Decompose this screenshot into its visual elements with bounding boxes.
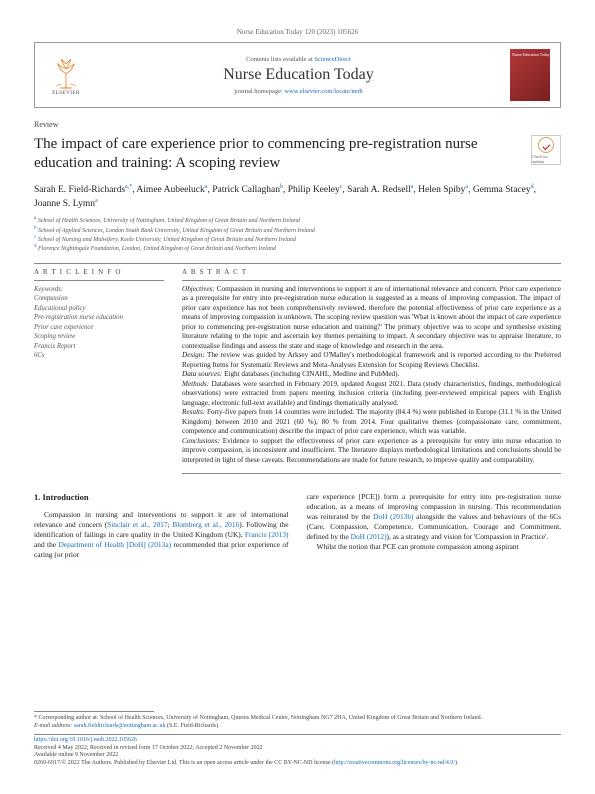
email-suffix: (S.E. Field-Richards).	[165, 723, 219, 729]
cover-label: Nurse Education Today	[512, 53, 550, 57]
divider	[182, 280, 561, 281]
footer: * Corresponding author at: School of Hea…	[34, 708, 561, 768]
abstract-head: A B S T R A C T	[182, 268, 561, 276]
article-info-head: A R T I C L E I N F O	[34, 268, 164, 276]
contents-prefix: Contents lists available at	[246, 56, 314, 63]
homepage-link[interactable]: www.elsevier.com/locate/nedt	[284, 88, 362, 95]
journal-banner: ELSEVIER Contents lists available at Sci…	[34, 42, 561, 108]
divider	[34, 263, 561, 264]
authors: Sarah E. Field-Richardsa,*, Aimee Aubeel…	[34, 183, 561, 212]
intro-columns: 1. Introduction Compassion in nursing an…	[34, 492, 561, 559]
divider	[182, 473, 561, 474]
info-abstract-row: A R T I C L E I N F O Keywords: Compassi…	[34, 268, 561, 479]
running-header: Nurse Education Today 120 (2023) 105626	[34, 28, 561, 36]
received-line: Received 4 May 2022; Received in revised…	[34, 745, 561, 753]
email-link[interactable]: sarah.fieldrichards@nottingham.ac.uk	[74, 723, 166, 729]
elsevier-tree-icon	[50, 54, 82, 90]
check-updates-badge[interactable]: Check for updates	[531, 135, 561, 165]
sciencedirect-link[interactable]: ScienceDirect	[314, 56, 350, 63]
footer-rule	[34, 734, 561, 735]
elsevier-logo: ELSEVIER	[45, 50, 87, 100]
journal-cover-thumb: Nurse Education Today	[510, 49, 550, 101]
keywords-list: CompassionEducational policyPre-registra…	[34, 294, 164, 361]
title-row: The impact of care experience prior to c…	[34, 135, 561, 183]
check-label: Check for updates	[532, 154, 560, 164]
intro-heading: 1. Introduction	[34, 492, 289, 503]
copyright-line: 0260-6917/© 2022 The Authors. Published …	[34, 760, 561, 768]
article-info-col: A R T I C L E I N F O Keywords: Compassi…	[34, 268, 164, 479]
intro-p2: care experience [PCE]) form a prerequisi…	[307, 492, 562, 542]
banner-center: Contents lists available at ScienceDirec…	[87, 56, 510, 95]
page: Nurse Education Today 120 (2023) 105626 …	[0, 0, 595, 580]
check-circle-icon	[538, 137, 554, 153]
affiliations: a School of Health Sciences, University …	[34, 216, 561, 252]
keywords-label: Keywords:	[34, 285, 164, 295]
homepage-line: journal homepage: www.elsevier.com/locat…	[87, 88, 510, 95]
intro-p3: Whilst the notion that PCE can promote c…	[307, 542, 562, 552]
doi-link[interactable]: https://doi.org/10.1016/j.nedt.2022.1056…	[34, 737, 137, 743]
intro-col-right: care experience [PCE]) form a prerequisi…	[307, 492, 562, 559]
footnote-rule	[34, 711, 154, 712]
article-title: The impact of care experience prior to c…	[34, 135, 521, 173]
contents-line: Contents lists available at ScienceDirec…	[87, 56, 510, 63]
email-line: E-mail address: sarah.fieldrichards@nott…	[34, 723, 561, 731]
homepage-prefix: journal homepage:	[234, 88, 284, 95]
keywords-block: Keywords: CompassionEducational policyPr…	[34, 285, 164, 361]
article-type: Review	[34, 120, 561, 129]
divider	[34, 280, 164, 281]
corresponding-author: * Corresponding author at: School of Hea…	[34, 715, 561, 723]
journal-name: Nurse Education Today	[87, 66, 510, 84]
abstract-col: A B S T R A C T Objectives: Compassion i…	[182, 268, 561, 479]
elsevier-label: ELSEVIER	[52, 91, 80, 96]
abstract-text: Objectives: Compassion in nursing and in…	[182, 285, 561, 466]
intro-p1: Compassion in nursing and interventions …	[34, 510, 289, 560]
email-label: E-mail address:	[34, 723, 74, 729]
intro-col-left: 1. Introduction Compassion in nursing an…	[34, 492, 289, 559]
